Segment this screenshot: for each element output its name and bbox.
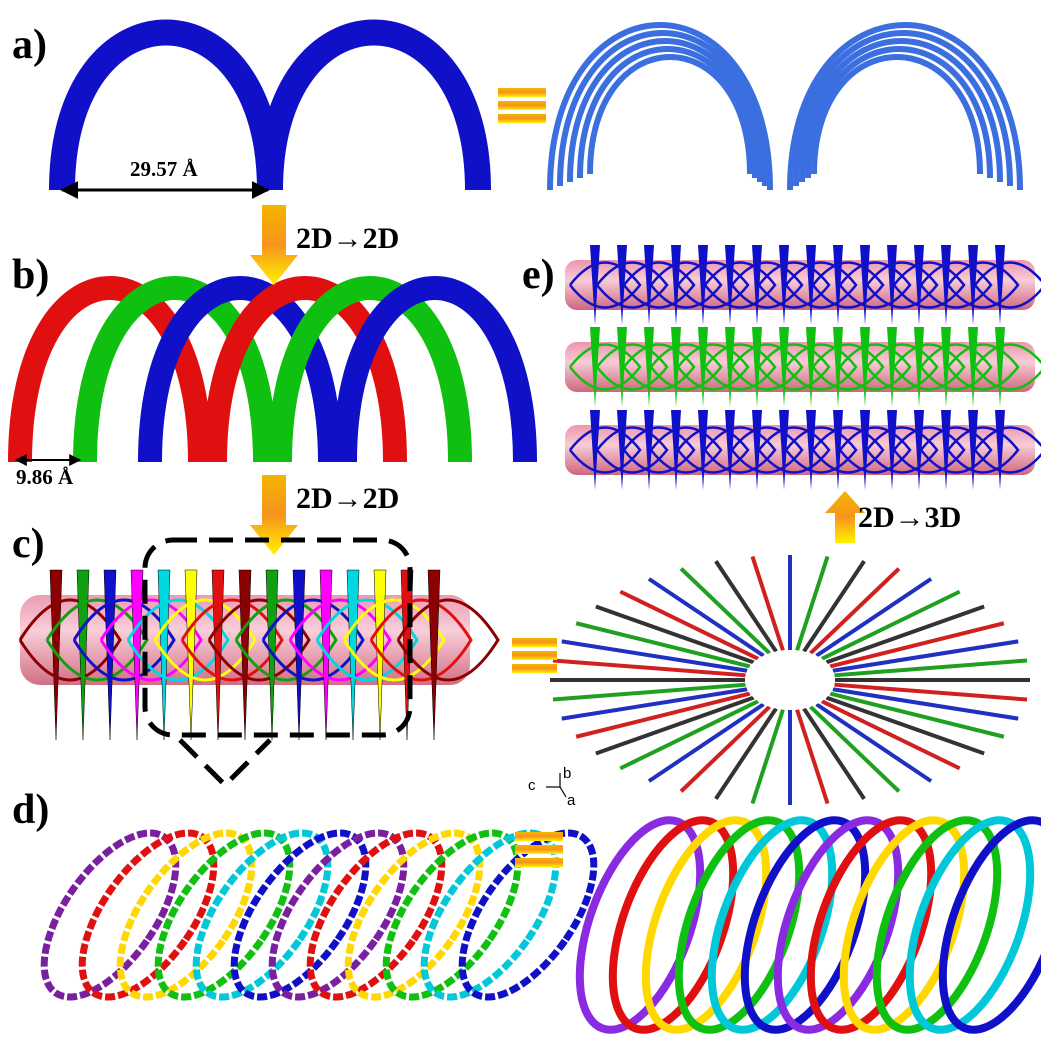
arch [345, 288, 525, 462]
equivalence-sign [512, 638, 557, 673]
arch [215, 288, 395, 462]
panel-label: e) [522, 252, 555, 298]
transition-label: 2D→2D [296, 482, 399, 515]
selection-pointer [180, 740, 270, 785]
panel-label: d) [12, 787, 49, 833]
transition-label: 2D→2D [296, 222, 399, 255]
transition-arrow [250, 205, 298, 285]
arch [20, 288, 200, 462]
pore [745, 650, 835, 710]
arch [280, 288, 460, 462]
equivalence-sign [498, 88, 546, 123]
arch [150, 288, 330, 462]
transition-label: 2D→3D [858, 501, 961, 534]
arch [270, 33, 478, 191]
panel-label: b) [12, 252, 49, 298]
measurement: 29.57 Å [130, 157, 199, 181]
panel-label: a) [12, 22, 47, 68]
axis-label: b [563, 765, 571, 782]
equivalence-sign [515, 832, 563, 867]
axis-label: a [567, 792, 576, 809]
panel-label: c) [12, 521, 45, 567]
arch [85, 288, 265, 462]
axis-label: c [528, 777, 536, 794]
transition-arrow [250, 475, 298, 555]
measurement: 9.86 Å [16, 465, 74, 489]
figure: a) b) c) d) e) 29.57 Å 9.86 Å 2D→2D 2D→2… [0, 0, 1041, 1057]
